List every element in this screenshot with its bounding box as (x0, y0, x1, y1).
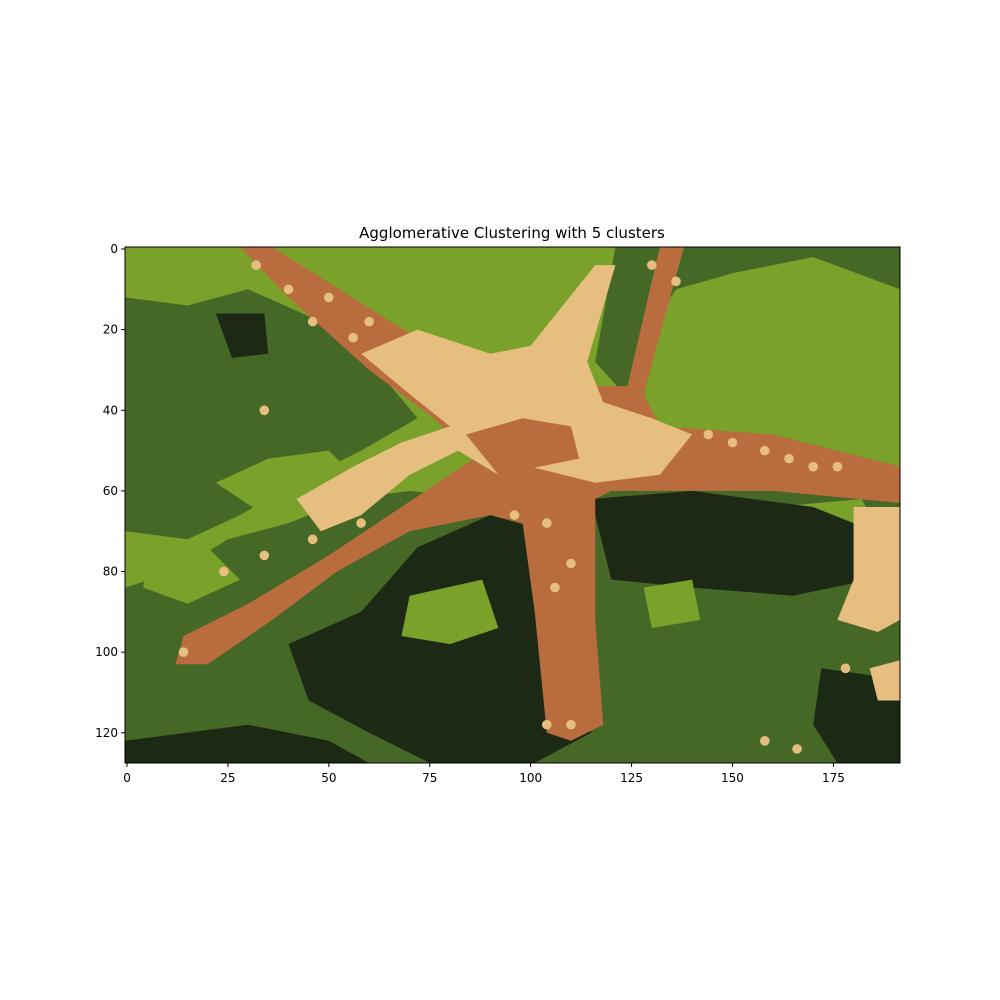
cluster-4-spot-0 (251, 260, 261, 270)
cluster-4-spot-19 (542, 518, 552, 528)
cluster-4-spot-5 (364, 316, 375, 327)
heatmap-image (125, 247, 900, 763)
cluster-4-spot-28 (760, 736, 770, 746)
cluster-4-spot-9 (727, 437, 738, 448)
cluster-4-spot-27 (792, 744, 802, 754)
cluster-4-spot-8 (703, 429, 714, 440)
y-tick-label: 20 (103, 323, 118, 337)
cluster-4-spot-24 (566, 719, 576, 730)
cluster-4-spot-21 (550, 582, 560, 593)
y-tick-label: 80 (103, 565, 118, 579)
cluster-4-spot-17 (356, 518, 366, 528)
cluster-4-region-15 (296, 265, 693, 532)
chart-title: Agglomerative Clustering with 5 clusters (359, 224, 665, 242)
y-tick-label: 0 (110, 242, 118, 256)
plot-frame (124, 246, 901, 764)
cluster-4-spot-7 (671, 276, 681, 287)
cluster-4-spot-4 (348, 332, 358, 343)
cluster-4-spot-22 (178, 647, 189, 657)
x-axis: 0 25 50 75 100 125 150 175 (123, 763, 845, 785)
cluster-2-region-5 (143, 547, 240, 604)
x-tick-label: 25 (220, 771, 235, 785)
x-tick-label: 50 (321, 771, 336, 785)
cluster-0-region-8 (591, 490, 874, 596)
cluster-4-spot-10 (760, 445, 770, 456)
cluster-4-spot-15 (259, 550, 270, 561)
cluster-2-region-12 (401, 579, 499, 645)
cluster-4-spot-3 (324, 292, 334, 303)
cluster-4-spot-20 (566, 558, 576, 569)
cluster-4-spot-26 (840, 663, 851, 674)
x-tick-label: 75 (422, 771, 437, 785)
x-tick-label: 175 (822, 771, 845, 785)
cluster-4-spot-6 (647, 260, 657, 270)
y-tick-label: 120 (95, 726, 118, 740)
cluster-2-region-13 (643, 579, 701, 628)
cluster-4-spot-2 (307, 316, 318, 327)
cluster-4-region-18 (869, 660, 900, 701)
x-tick-label: 125 (620, 771, 643, 785)
cluster-4-spot-23 (542, 719, 552, 730)
x-tick-label: 150 (721, 771, 744, 785)
cluster-3-region-14 (175, 247, 900, 741)
cluster-0-region-9 (125, 724, 370, 763)
cluster-4-spot-12 (808, 461, 818, 472)
cluster-4-spot-25 (259, 405, 270, 416)
cluster-1-region-1 (125, 289, 418, 540)
cluster-4-spot-1 (283, 284, 294, 295)
y-axis: 0 20 40 60 80 100 120 (95, 242, 125, 740)
y-tick-label: 100 (95, 645, 118, 659)
cluster-4-region-17 (837, 507, 900, 632)
y-tick-label: 60 (103, 484, 118, 498)
cluster-segments (125, 247, 900, 763)
cluster-4-spot-18 (509, 510, 520, 520)
y-tick-label: 40 (103, 403, 118, 417)
x-tick-label: 0 (123, 771, 131, 785)
cluster-4-spot-13 (832, 461, 843, 472)
cluster-4-spot-11 (784, 453, 794, 464)
cluster-3-region-16 (466, 418, 580, 475)
cluster-4-spot-14 (219, 566, 229, 577)
cluster-4-spot-16 (307, 534, 318, 545)
cluster-0-region-11 (215, 313, 269, 358)
x-tick-label: 100 (519, 771, 542, 785)
